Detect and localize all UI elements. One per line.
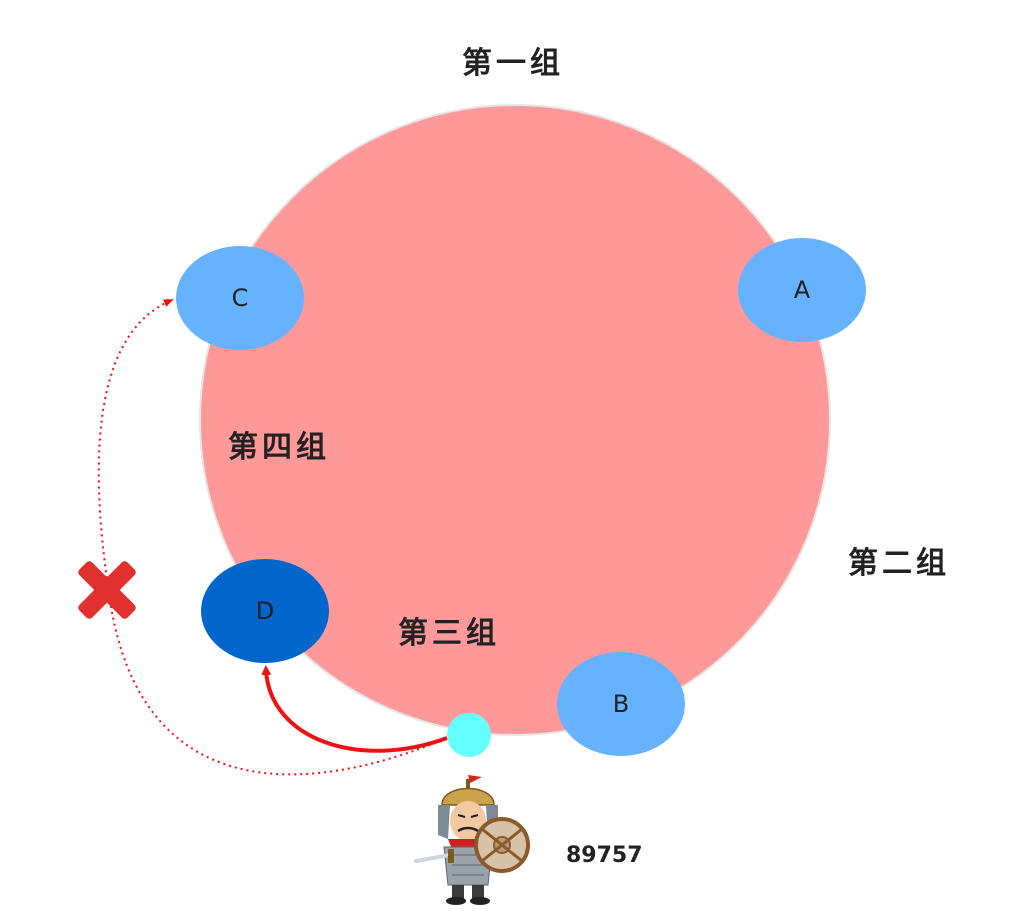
node-a bbox=[738, 238, 866, 342]
group-label-3: 第三组 bbox=[398, 616, 500, 651]
solid-arrow-to-d bbox=[261, 665, 448, 753]
hash-ring bbox=[199, 104, 831, 736]
group-label-1: 第一组 bbox=[462, 46, 564, 81]
key-label: 89757 bbox=[566, 843, 643, 868]
key-point bbox=[447, 713, 491, 757]
node-b bbox=[557, 652, 685, 756]
warrior-icon bbox=[414, 775, 530, 905]
group-label-2: 第二组 bbox=[848, 546, 950, 581]
node-c bbox=[176, 246, 304, 350]
cross-mark-icon bbox=[78, 561, 136, 619]
node-d bbox=[201, 559, 329, 663]
node-b-label: B bbox=[612, 690, 630, 718]
node-c-label: C bbox=[231, 284, 249, 312]
node-d-label: D bbox=[255, 597, 275, 625]
dotted-arrow-to-c bbox=[97, 299, 448, 776]
node-a-label: A bbox=[793, 276, 811, 304]
group-label-4: 第四组 bbox=[228, 430, 330, 465]
